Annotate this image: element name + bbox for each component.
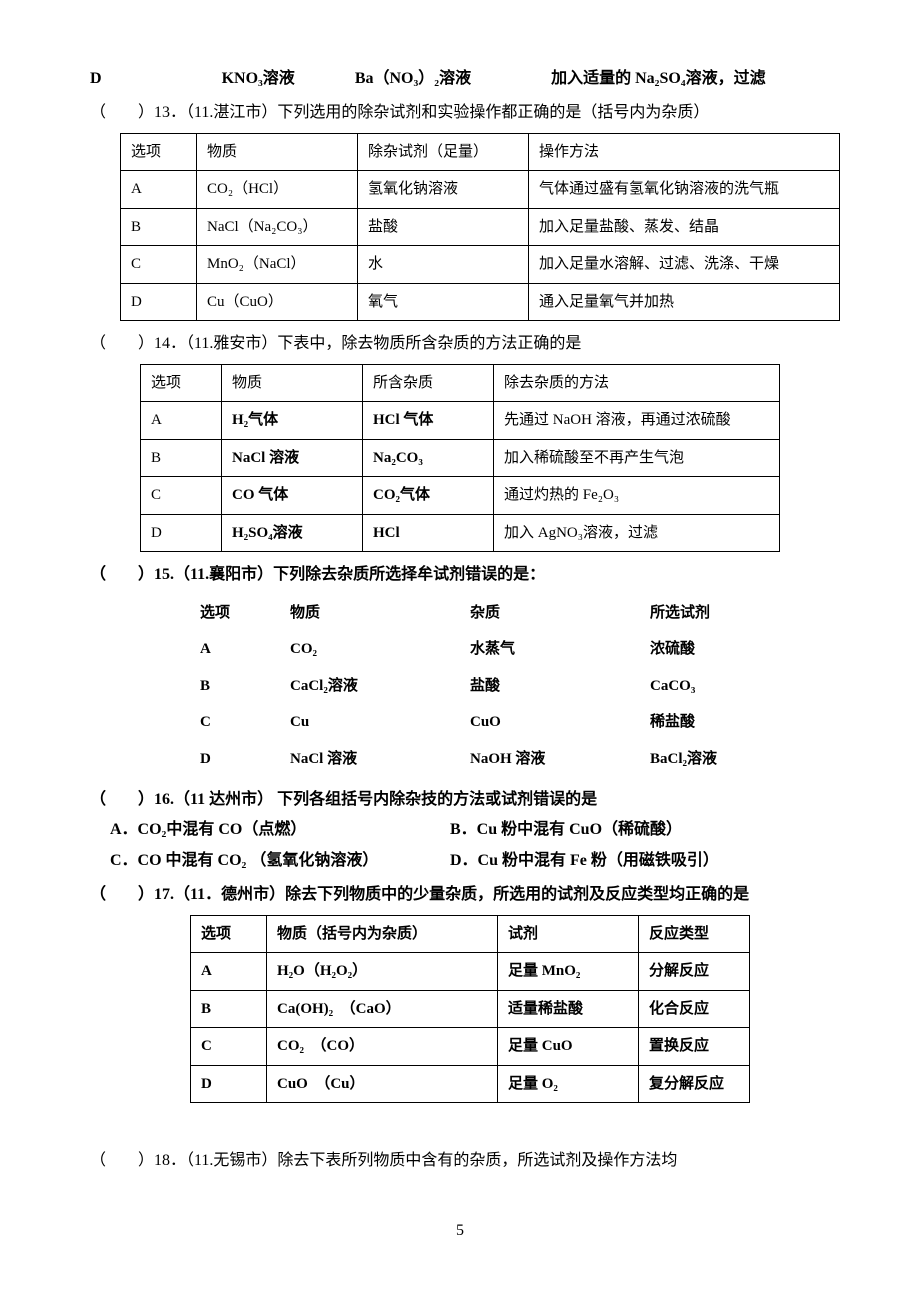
table-header: 试剂 (498, 915, 639, 953)
table-cell: 足量 O₂ (498, 1065, 639, 1103)
table-cell: Na₂CO₃ (363, 439, 494, 477)
q17-table: 选项 物质（括号内为杂质） 试剂 反应类型 AH₂O（H₂O₂）足量 MnO₂分… (190, 915, 750, 1104)
top-col4: 加入适量的 Na₂SO₄溶液，过滤 (551, 64, 766, 94)
table-cell: Ca(OH)₂ （CaO） (267, 990, 498, 1028)
table-header: 所选试剂 (640, 595, 770, 632)
table-cell: D (190, 741, 280, 778)
q16-optA: A．CO₂中混有 CO（点燃） (110, 815, 410, 845)
table-cell: 复分解反应 (639, 1065, 750, 1103)
q16-optD: D．Cu 粉中混有 Fe 粉（用磁铁吸引） (450, 846, 719, 876)
table-cell: A (121, 171, 197, 209)
table-cell: 加入稀硫酸至不再产生气泡 (494, 439, 780, 477)
table-header: 物质（括号内为杂质） (267, 915, 498, 953)
table-cell: B (191, 990, 267, 1028)
table-cell: CaCl₂溶液 (280, 668, 460, 705)
table-cell: 足量 CuO (498, 1028, 639, 1066)
q13-prompt: （ ）13．（11.湛江市）下列选用的除杂试剂和实验操作都正确的是（括号内为杂质… (90, 98, 830, 128)
table-cell: 适量稀盐酸 (498, 990, 639, 1028)
table-cell: 浓硫酸 (640, 631, 770, 668)
table-cell: D (121, 283, 197, 321)
table-cell: 加入足量盐酸、蒸发、结晶 (529, 208, 840, 246)
table-header: 杂质 (460, 595, 640, 632)
q17-prompt: （ ）17.（11．德州市）除去下列物质中的少量杂质，所选用的试剂及反应类型均正… (90, 880, 830, 910)
table-header: 选项 (190, 595, 280, 632)
q14-prompt: （ ）14．（11.雅安市）下表中，除去物质所含杂质的方法正确的是 (90, 329, 830, 359)
table-cell: 通入足量氧气并加热 (529, 283, 840, 321)
table-cell: 水 (358, 246, 529, 284)
table-cell: A (191, 953, 267, 991)
q16-prompt: （ ）16.（11 达州市） 下列各组括号内除杂技的方法或试剂错误的是 (90, 785, 830, 815)
table-cell: C (190, 704, 280, 741)
table-cell: 分解反应 (639, 953, 750, 991)
table-cell: CO₂（HCl） (197, 171, 358, 209)
table-cell: CO₂ (280, 631, 460, 668)
table-cell: 盐酸 (460, 668, 640, 705)
table-cell: 稀盐酸 (640, 704, 770, 741)
table-cell: 通过灼热的 Fe₂O₃ (494, 477, 780, 515)
page-number: 5 (90, 1216, 830, 1246)
table-cell: 氢氧化钠溶液 (358, 171, 529, 209)
table-header: 选项 (191, 915, 267, 953)
table-cell: 水蒸气 (460, 631, 640, 668)
table-header: 选项 (121, 133, 197, 171)
table-cell: 氧气 (358, 283, 529, 321)
table-cell: CO₂ （CO） (267, 1028, 498, 1066)
q14-table: 选项 物质 所含杂质 除去杂质的方法 AH₂气体HCl 气体先通过 NaOH 溶… (140, 364, 780, 553)
table-cell: C (191, 1028, 267, 1066)
table-cell: B (190, 668, 280, 705)
table-header: 操作方法 (529, 133, 840, 171)
table-cell: C (121, 246, 197, 284)
q16-optC: C．CO 中混有 CO₂ （氢氧化钠溶液） (110, 846, 410, 876)
table-cell: CuO （Cu） (267, 1065, 498, 1103)
table-cell: B (141, 439, 222, 477)
table-cell: A (141, 402, 222, 440)
table-cell: 足量 MnO₂ (498, 953, 639, 991)
table-header: 除去杂质的方法 (494, 364, 780, 402)
table-header: 除杂试剂（足量） (358, 133, 529, 171)
table-cell: 加入足量水溶解、过滤、洗涤、干燥 (529, 246, 840, 284)
q15-table: 选项 物质 杂质 所选试剂 ACO₂水蒸气浓硫酸 BCaCl₂溶液盐酸CaCO₃… (190, 595, 770, 778)
table-cell: 化合反应 (639, 990, 750, 1028)
table-cell: CO₂气体 (363, 477, 494, 515)
table-cell: HCl (363, 514, 494, 552)
table-header: 所含杂质 (363, 364, 494, 402)
table-cell: CuO (460, 704, 640, 741)
table-cell: 先通过 NaOH 溶液，再通过浓硫酸 (494, 402, 780, 440)
top-col3: Ba（NO₃）₂溶液 (355, 64, 471, 94)
table-cell: H₂气体 (222, 402, 363, 440)
q15-prompt: （ ）15.（11.襄阳市）下列除去杂质所选择牟试剂错误的是： (90, 560, 830, 590)
table-cell: H₂SO₄溶液 (222, 514, 363, 552)
table-cell: 盐酸 (358, 208, 529, 246)
q13-table: 选项 物质 除杂试剂（足量） 操作方法 ACO₂（HCl）氢氧化钠溶液气体通过盛… (120, 133, 840, 322)
table-cell: Cu (280, 704, 460, 741)
table-cell: 置换反应 (639, 1028, 750, 1066)
table-cell: A (190, 631, 280, 668)
table-header: 物质 (222, 364, 363, 402)
table-cell: HCl 气体 (363, 402, 494, 440)
table-cell: B (121, 208, 197, 246)
top-col2: KNO₃溶液 (222, 64, 295, 94)
table-header: 物质 (280, 595, 460, 632)
q18-prompt: （ ）18．（11.无锡市）除去下表所列物质中含有的杂质，所选试剂及操作方法均 (90, 1146, 830, 1176)
table-cell: NaCl（Na₂CO₃） (197, 208, 358, 246)
table-cell: CaCO₃ (640, 668, 770, 705)
table-cell: MnO₂（NaCl） (197, 246, 358, 284)
table-cell: NaOH 溶液 (460, 741, 640, 778)
table-header: 反应类型 (639, 915, 750, 953)
table-cell: D (191, 1065, 267, 1103)
table-header: 物质 (197, 133, 358, 171)
table-cell: D (141, 514, 222, 552)
table-cell: 加入 AgNO₃溶液，过滤 (494, 514, 780, 552)
table-cell: NaCl 溶液 (222, 439, 363, 477)
table-cell: C (141, 477, 222, 515)
table-cell: H₂O（H₂O₂） (267, 953, 498, 991)
table-cell: 气体通过盛有氢氧化钠溶液的洗气瓶 (529, 171, 840, 209)
table-cell: Cu（CuO） (197, 283, 358, 321)
q16-optB: B．Cu 粉中混有 CuO（稀硫酸） (450, 815, 682, 845)
top-label: D (90, 64, 102, 94)
table-cell: BaCl₂溶液 (640, 741, 770, 778)
table-header: 选项 (141, 364, 222, 402)
table-cell: NaCl 溶液 (280, 741, 460, 778)
table-cell: CO 气体 (222, 477, 363, 515)
